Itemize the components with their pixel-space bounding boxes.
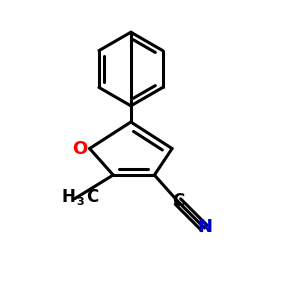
Text: H: H: [61, 188, 75, 206]
Text: 3: 3: [76, 197, 84, 207]
Text: C: C: [86, 188, 98, 206]
Text: N: N: [198, 218, 213, 236]
Text: C: C: [172, 192, 184, 210]
Text: O: O: [73, 140, 88, 158]
